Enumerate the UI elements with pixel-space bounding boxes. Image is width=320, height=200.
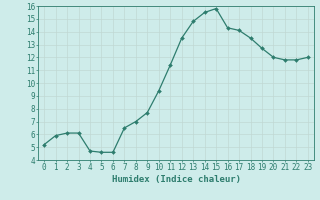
X-axis label: Humidex (Indice chaleur): Humidex (Indice chaleur) (111, 175, 241, 184)
